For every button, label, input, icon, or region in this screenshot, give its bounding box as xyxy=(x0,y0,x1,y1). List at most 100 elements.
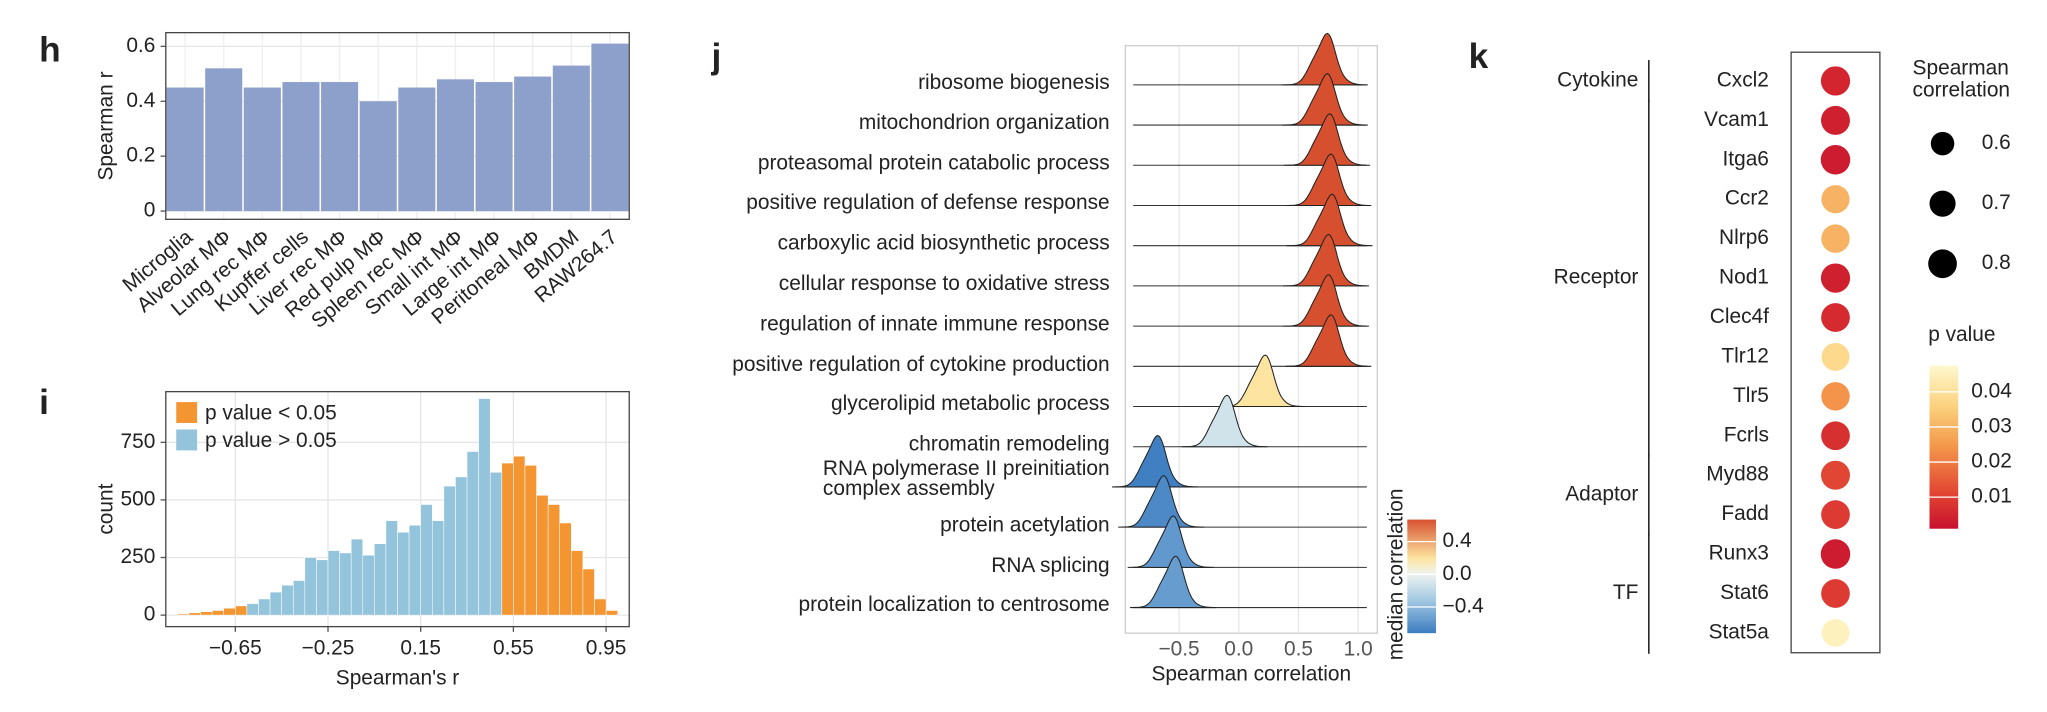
row-label: ribosome biogenesis xyxy=(918,71,1110,94)
histogram-bar xyxy=(443,485,456,616)
size-legend-dot xyxy=(1930,131,1955,156)
colorbar-tick-label: 0.04 xyxy=(1971,379,2012,402)
gene-label: Itga6 xyxy=(1722,147,1768,170)
row-label: protein localization to centrosome xyxy=(798,594,1110,617)
gene-label: Cxcl2 xyxy=(1717,68,1769,91)
row-label: protein acetylation xyxy=(940,514,1110,537)
bar xyxy=(475,82,513,212)
dot xyxy=(1821,460,1850,490)
group-label: Receptor xyxy=(1554,266,1639,289)
histogram-bar xyxy=(408,525,421,616)
legend-label: p value > 0.05 xyxy=(205,429,337,452)
row-label: chromatin remodeling xyxy=(908,433,1110,456)
histogram-bar xyxy=(478,398,491,616)
y-tick-label: 750 xyxy=(121,430,156,453)
histogram-bar xyxy=(188,612,201,616)
group-label: Cytokine xyxy=(1557,68,1638,91)
plot-frame xyxy=(1790,51,1881,654)
histogram-bar xyxy=(281,584,294,616)
ridge xyxy=(1285,314,1372,367)
y-axis-label: Spearman r xyxy=(95,71,118,180)
x-tick-label: −0.65 xyxy=(209,636,262,659)
histogram-bar xyxy=(350,538,364,616)
panel-label: j xyxy=(710,37,721,76)
ridge xyxy=(1112,434,1199,488)
colorbar-tick-label: 0.01 xyxy=(1971,485,2012,508)
histogram-bar xyxy=(559,522,572,616)
gene-label: Runx3 xyxy=(1709,542,1769,565)
histogram-bar xyxy=(223,607,236,616)
histogram-bar xyxy=(397,531,410,616)
plot-frame xyxy=(165,390,630,628)
ridge xyxy=(1127,515,1214,568)
row-label: carboxylic acid biosynthetic process xyxy=(777,232,1110,255)
dot xyxy=(1821,342,1850,371)
dot xyxy=(1821,185,1850,214)
legend-label: p value < 0.05 xyxy=(205,401,337,424)
x-tick-label: 0.15 xyxy=(400,636,441,659)
bar xyxy=(205,68,243,212)
histogram-bar xyxy=(571,550,584,616)
ridge xyxy=(1282,233,1369,287)
colorbar-title: p value xyxy=(1928,323,1995,346)
dot xyxy=(1820,539,1851,569)
size-legend-label: 0.6 xyxy=(1982,131,2011,154)
bar xyxy=(514,76,552,212)
size-legend-dot xyxy=(1928,249,1957,279)
histogram-bar xyxy=(501,462,514,616)
histogram-bar xyxy=(211,610,224,616)
colorbar-tick-label: −0.4 xyxy=(1443,595,1484,618)
y-tick-label: 500 xyxy=(121,487,156,510)
bar xyxy=(321,82,359,212)
histogram-bar xyxy=(269,591,282,616)
gene-label: Nlrp6 xyxy=(1719,226,1769,249)
ridge xyxy=(1285,153,1372,207)
histogram-bar xyxy=(432,520,445,616)
dot xyxy=(1821,421,1850,451)
gene-label: Fcrls xyxy=(1724,423,1769,446)
gene-label: Nod1 xyxy=(1719,266,1769,289)
size-legend-label: 0.8 xyxy=(1982,251,2011,274)
histogram-bar xyxy=(385,520,398,616)
gene-label: Clec4f xyxy=(1710,305,1769,328)
histogram-bar xyxy=(304,557,317,616)
colorbar-tick-label: 0.4 xyxy=(1443,529,1472,552)
dot xyxy=(1820,145,1851,175)
group-label: TF xyxy=(1613,581,1639,604)
histogram-bar xyxy=(420,504,433,616)
panel-label: k xyxy=(1469,37,1489,76)
row-label: cellular response to oxidative stress xyxy=(778,272,1110,296)
gene-label: Myd88 xyxy=(1706,463,1769,486)
dot xyxy=(1821,500,1850,529)
histogram-bar xyxy=(547,504,560,616)
ridge xyxy=(1281,32,1368,86)
x-tick-label: 0.5 xyxy=(1284,638,1313,661)
size-legend-title: Spearman correlation xyxy=(1912,57,2011,102)
y-axis-label: count xyxy=(95,483,118,534)
y-tick-label: 0.6 xyxy=(126,34,155,57)
x-tick-label: 0.55 xyxy=(493,636,534,659)
histogram-bar xyxy=(292,580,306,616)
size-legend-dot xyxy=(1929,190,1956,217)
gene-label: Tlr5 xyxy=(1733,384,1769,407)
row-label: proteasomal protein catabolic process xyxy=(757,152,1110,175)
ridge xyxy=(1282,274,1369,327)
y-tick-label: 0 xyxy=(144,199,156,222)
dot xyxy=(1821,303,1850,332)
y-tick-label: 250 xyxy=(121,545,156,568)
bar xyxy=(166,87,204,212)
histogram-bar xyxy=(177,613,190,616)
group-label: Adaptor xyxy=(1565,482,1638,505)
colorbar-tick-label: 0.0 xyxy=(1443,562,1472,585)
ridge xyxy=(1284,113,1371,166)
row-label: positive regulation of cytokine producti… xyxy=(732,353,1110,376)
histogram-bar xyxy=(455,476,468,616)
histogram-bar xyxy=(339,552,352,616)
histogram-bar xyxy=(489,472,503,616)
histogram-bar xyxy=(466,451,479,616)
gene-label: Tlr12 xyxy=(1721,344,1769,367)
colorbar-title: median correlation xyxy=(1384,489,1407,661)
